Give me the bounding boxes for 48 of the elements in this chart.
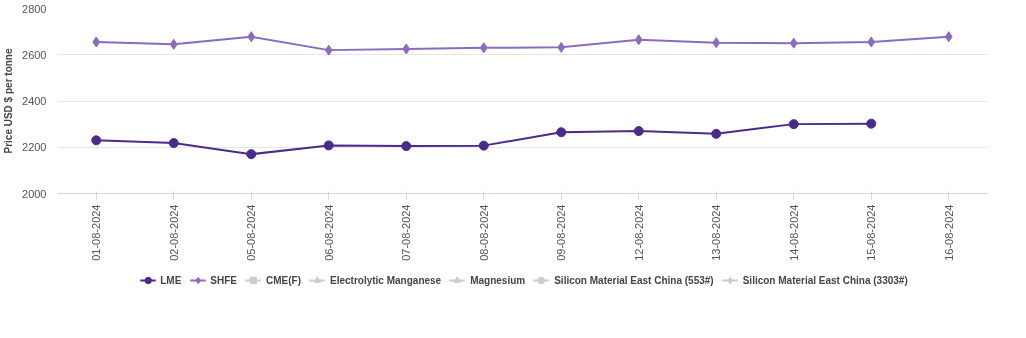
point: [556, 127, 567, 138]
point: [944, 31, 953, 43]
point: [92, 36, 101, 48]
y-tick-label: 2600: [22, 48, 47, 61]
y-tick-label: 2400: [22, 95, 47, 107]
point: [247, 31, 256, 43]
point: [169, 38, 178, 50]
y-tick-label: 2800: [22, 2, 47, 15]
point: [866, 118, 877, 129]
legend-label: Silicon Material East China (3303#): [742, 274, 908, 286]
legend-label: Magnesium: [470, 274, 526, 286]
point: [479, 42, 488, 54]
legend-label: SHFE: [210, 274, 238, 286]
x-tick-label: 12-08-2024: [632, 204, 645, 261]
point: [633, 126, 644, 137]
x-tick-label: 13-08-2024: [710, 204, 723, 261]
point: [168, 138, 179, 149]
y-axis-title: Price USD $ per tonne: [3, 48, 15, 154]
legend-label: LME: [160, 274, 182, 286]
point: [867, 36, 876, 48]
x-tick-label: 01-08-2024: [90, 204, 103, 261]
point: [323, 140, 334, 151]
point: [246, 149, 257, 160]
y-tick-label: 2200: [22, 141, 47, 154]
point: [711, 128, 722, 139]
point: [91, 135, 102, 146]
legend-label: CME(F): [266, 274, 302, 286]
x-tick-label: 08-08-2024: [477, 204, 490, 261]
point: [324, 44, 333, 56]
x-tick-label: 16-08-2024: [942, 204, 955, 261]
x-tick-label: 05-08-2024: [245, 204, 258, 261]
x-tick-label: 14-08-2024: [787, 204, 800, 261]
point: [478, 140, 489, 151]
legend-label: Silicon Material East China (553#): [554, 274, 714, 286]
legend-label: Electrolytic Manganese: [330, 274, 442, 286]
x-tick-label: 02-08-2024: [167, 204, 180, 261]
point: [788, 119, 799, 130]
x-tick-label: 09-08-2024: [555, 204, 568, 261]
y-tick-label: 2000: [22, 187, 47, 200]
point: [557, 41, 566, 53]
point: [789, 37, 798, 49]
x-tick-label: 07-08-2024: [400, 204, 413, 261]
point: [402, 43, 411, 55]
x-tick-label: 15-08-2024: [865, 204, 878, 261]
x-tick-label: 06-08-2024: [322, 204, 335, 261]
point: [712, 37, 721, 49]
point: [634, 34, 643, 46]
point: [401, 141, 412, 152]
